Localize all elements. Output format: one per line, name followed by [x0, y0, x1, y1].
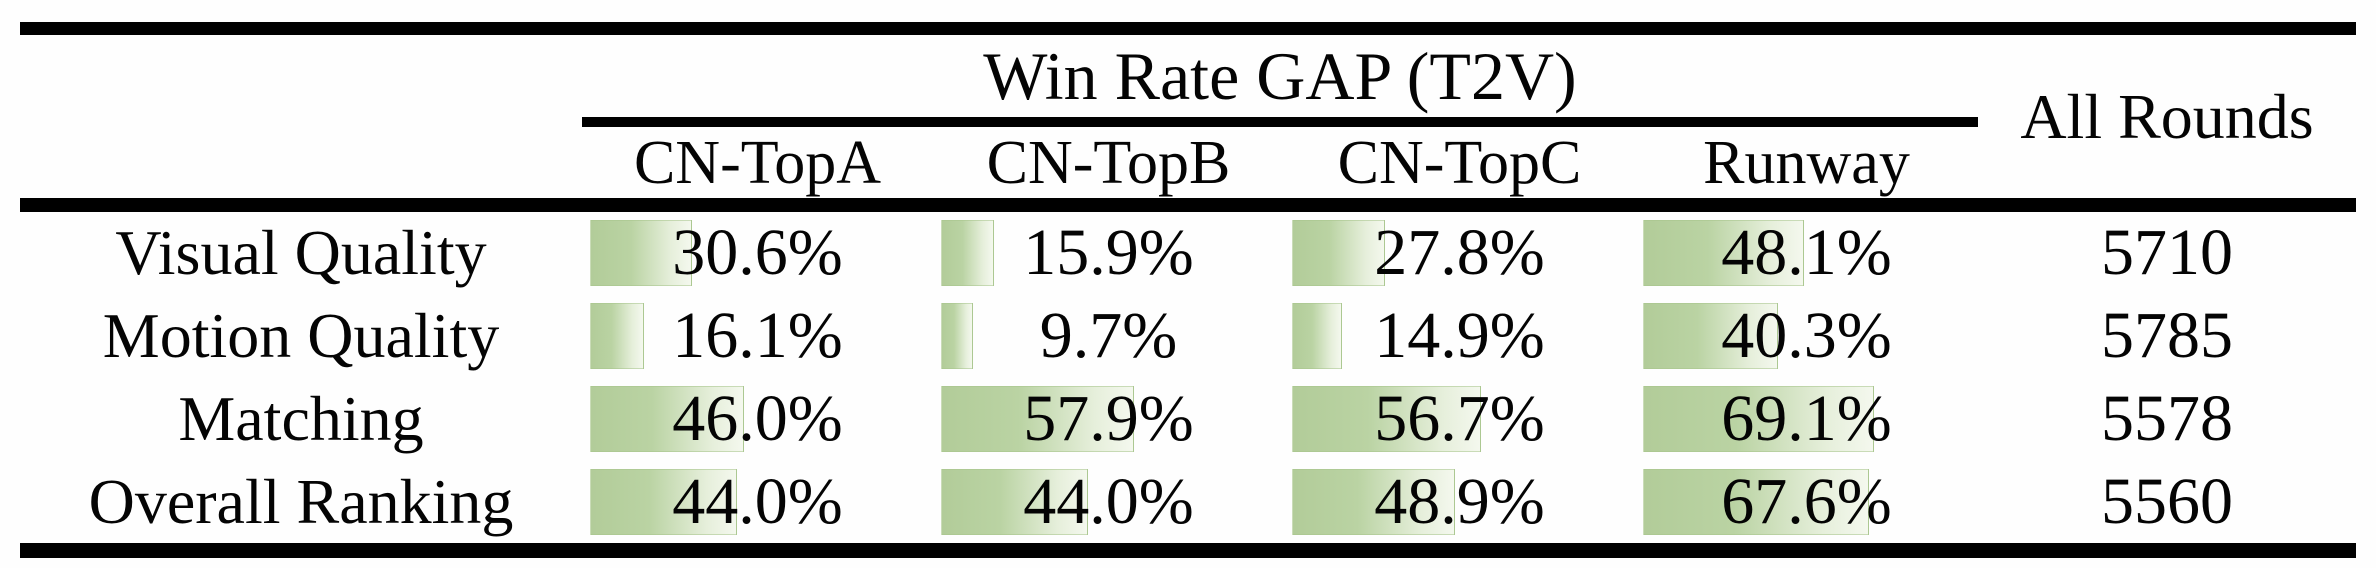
win-rate-cell: 16.1%: [582, 295, 933, 378]
win-rate-value: 48.9%: [1374, 464, 1545, 538]
win-rate-cell: 14.9%: [1284, 295, 1635, 378]
data-bar: [941, 220, 995, 287]
table-body: Visual Quality 30.6% 15.9% 27.8% 48.1% 5…: [20, 212, 2356, 543]
win-rate-cell: 9.7%: [933, 295, 1284, 378]
data-bar: [1643, 385, 1874, 452]
data-bar: [590, 385, 744, 452]
data-bar: [1292, 385, 1482, 452]
data-bar: [1292, 303, 1342, 370]
win-rate-value: 48.1%: [1721, 216, 1892, 290]
header-separator-rule: [20, 198, 2356, 212]
all-rounds-value: 5710: [2101, 216, 2233, 290]
win-rate-value: 67.6%: [1721, 464, 1892, 538]
win-rate-value: 46.0%: [672, 381, 843, 455]
column-header-cn-topb: CN-TopB: [986, 128, 1231, 197]
data-bar: [1292, 220, 1385, 287]
win-rate-value: 30.6%: [672, 216, 843, 290]
column-header-cn-topc: CN-TopC: [1337, 128, 1582, 197]
table-row-visual-quality: Visual Quality 30.6% 15.9% 27.8% 48.1% 5…: [20, 212, 2356, 295]
win-rate-value: 9.7%: [1039, 299, 1178, 373]
win-rate-value: 44.0%: [672, 464, 843, 538]
row-label: Matching: [178, 382, 424, 454]
data-bar: [1292, 468, 1456, 535]
table-header: Win Rate GAP (T2V) CN-TopA CN-TopB CN-To…: [20, 35, 2356, 198]
win-rate-cell: 46.0%: [582, 378, 933, 461]
row-label: Visual Quality: [115, 217, 487, 289]
data-bar: [1643, 303, 1778, 370]
all-rounds-value: 5578: [2101, 381, 2233, 455]
data-bar: [941, 303, 974, 370]
all-rounds-value: 5785: [2101, 299, 2233, 373]
win-rate-value: 15.9%: [1023, 216, 1194, 290]
data-bar: [941, 468, 1088, 535]
table-row-motion-quality: Motion Quality 16.1% 9.7% 14.9% 40.3% 57…: [20, 295, 2356, 378]
win-rate-value: 14.9%: [1374, 299, 1545, 373]
win-rate-value: 40.3%: [1721, 299, 1892, 373]
win-rate-cell: 30.6%: [582, 212, 933, 295]
win-rate-cell: 57.9%: [933, 378, 1284, 461]
column-header-cn-topa: CN-TopA: [633, 128, 882, 197]
model-column-headers: CN-TopA CN-TopB CN-TopC Runway: [582, 127, 1978, 198]
win-rate-cell: 56.7%: [1284, 378, 1635, 461]
win-rate-cell: 48.9%: [1284, 460, 1635, 543]
win-rate-cell: 69.1%: [1635, 378, 1978, 461]
win-rate-cell: 44.0%: [582, 460, 933, 543]
data-bar: [941, 385, 1135, 452]
win-rate-value: 56.7%: [1374, 381, 1545, 455]
column-header-runway: Runway: [1703, 128, 1910, 197]
all-rounds-value: 5560: [2101, 464, 2233, 538]
win-rate-value: 16.1%: [672, 299, 843, 373]
win-rate-value: 69.1%: [1721, 381, 1892, 455]
win-rate-cell: 15.9%: [933, 212, 1284, 295]
win-rate-cell: 44.0%: [933, 460, 1284, 543]
bottom-border-rule: [20, 543, 2356, 558]
win-rate-value: 57.9%: [1023, 381, 1194, 455]
win-rate-value: 27.8%: [1374, 216, 1545, 290]
win-rate-cell: 48.1%: [1635, 212, 1978, 295]
win-rate-cell: 67.6%: [1635, 460, 1978, 543]
win-rate-value: 44.0%: [1023, 464, 1194, 538]
group-header-rule: [582, 117, 1978, 127]
header-spacer: [20, 35, 582, 198]
top-border-rule: [20, 22, 2356, 35]
data-bar: [590, 468, 737, 535]
win-rate-cell: 27.8%: [1284, 212, 1635, 295]
win-rate-gap-group: Win Rate GAP (T2V) CN-TopA CN-TopB CN-To…: [582, 35, 1978, 198]
column-header-all-rounds: All Rounds: [2020, 80, 2314, 152]
data-bar: [1643, 220, 1804, 287]
row-label: Motion Quality: [102, 300, 500, 372]
win-rate-cell: 40.3%: [1635, 295, 1978, 378]
data-bar: [590, 220, 693, 287]
data-bar: [1643, 468, 1869, 535]
data-bar: [590, 303, 644, 370]
row-label: Overall Ranking: [88, 465, 514, 537]
table-row-matching: Matching 46.0% 57.9% 56.7% 69.1% 5578: [20, 378, 2356, 461]
table-row-overall-ranking: Overall Ranking 44.0% 44.0% 48.9% 67.6% …: [20, 460, 2356, 543]
group-header-title: Win Rate GAP (T2V): [983, 38, 1577, 114]
